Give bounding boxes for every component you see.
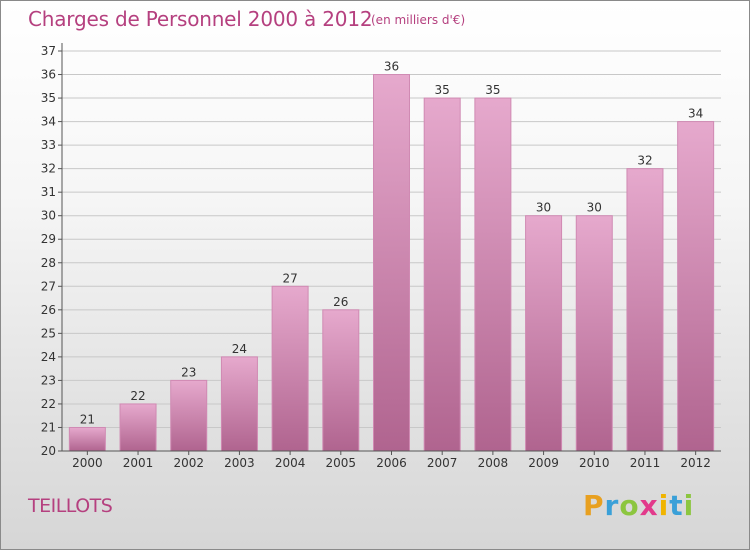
bar [575, 215, 613, 452]
data-label: 23 [181, 365, 196, 379]
x-tick-label: 2000 [72, 456, 103, 470]
bar [170, 379, 208, 452]
x-tick-label: 2010 [579, 456, 610, 470]
y-tick-label: 20 [41, 444, 56, 458]
y-tick-label: 35 [41, 91, 56, 105]
y-tick-label: 26 [41, 303, 56, 317]
labels: 20 21 22 23 24 25 26 27 28 29 30 31 32 33 34 35 36 37 21 20… [41, 44, 711, 470]
x-tick-label: 2002 [173, 456, 204, 470]
data-label: 21 [80, 412, 95, 426]
bar [119, 403, 157, 452]
y-tick-label: 28 [41, 256, 56, 270]
y-tick-label: 30 [41, 209, 56, 223]
data-label: 32 [637, 154, 652, 168]
bar [423, 97, 461, 452]
logo-letter: r [604, 489, 620, 522]
x-tick-label: 2005 [326, 456, 357, 470]
data-label: 30 [536, 201, 551, 215]
y-tick-label: 34 [41, 115, 56, 129]
data-label: 34 [688, 107, 703, 121]
y-tick-label: 22 [41, 397, 56, 411]
x-tick-label: 2008 [478, 456, 509, 470]
y-tick-label: 21 [41, 420, 56, 434]
bar [220, 356, 258, 452]
place-name: TEILLOTS [28, 495, 113, 517]
y-tick-label: 27 [41, 279, 56, 293]
logo-letter: i [658, 489, 670, 522]
x-tick-label: 2003 [224, 456, 255, 470]
y-tick-label: 32 [41, 162, 56, 176]
logo-letter: x [639, 489, 659, 522]
data-label: 30 [587, 201, 602, 215]
x-tick-label: 2007 [427, 456, 458, 470]
data-label: 35 [435, 83, 450, 97]
logo-letter: t [669, 489, 684, 522]
logo-letter: P [583, 489, 605, 522]
chart-subtitle: (en milliers d'€) [371, 13, 466, 27]
data-label: 26 [333, 295, 348, 309]
y-tick-label: 29 [41, 232, 56, 246]
y-tick-label: 36 [41, 68, 56, 82]
data-label: 36 [384, 60, 399, 74]
bar [474, 97, 512, 452]
data-label: 35 [485, 83, 500, 97]
bar [68, 426, 106, 452]
bar [677, 121, 715, 452]
x-tick-label: 2004 [275, 456, 306, 470]
x-tick-label: 2006 [376, 456, 407, 470]
y-tick-label: 31 [41, 185, 56, 199]
bar [373, 74, 410, 452]
bar [626, 168, 664, 452]
x-tick-label: 2001 [123, 456, 154, 470]
y-tick-label: 25 [41, 326, 56, 340]
y-tick-label: 24 [41, 350, 56, 364]
bars [68, 74, 715, 452]
bar [525, 215, 563, 452]
data-label: 24 [232, 342, 247, 356]
y-tick-label: 23 [41, 373, 56, 387]
data-label: 27 [282, 271, 297, 285]
logo-letter: i [683, 489, 695, 522]
x-tick-label: 2012 [680, 456, 711, 470]
axes [58, 43, 721, 455]
bar [322, 309, 360, 452]
logo-letter: o [619, 489, 640, 522]
chart-title: Charges de Personnel 2000 à 2012 [28, 7, 373, 31]
y-tick-label: 37 [41, 44, 56, 58]
y-tick-label: 33 [41, 138, 56, 152]
data-label: 22 [130, 389, 145, 403]
x-tick-label: 2011 [630, 456, 661, 470]
proxiti-logo[interactable]: Proxiti [583, 489, 694, 522]
x-tick-label: 2009 [528, 456, 559, 470]
bar [271, 285, 309, 452]
